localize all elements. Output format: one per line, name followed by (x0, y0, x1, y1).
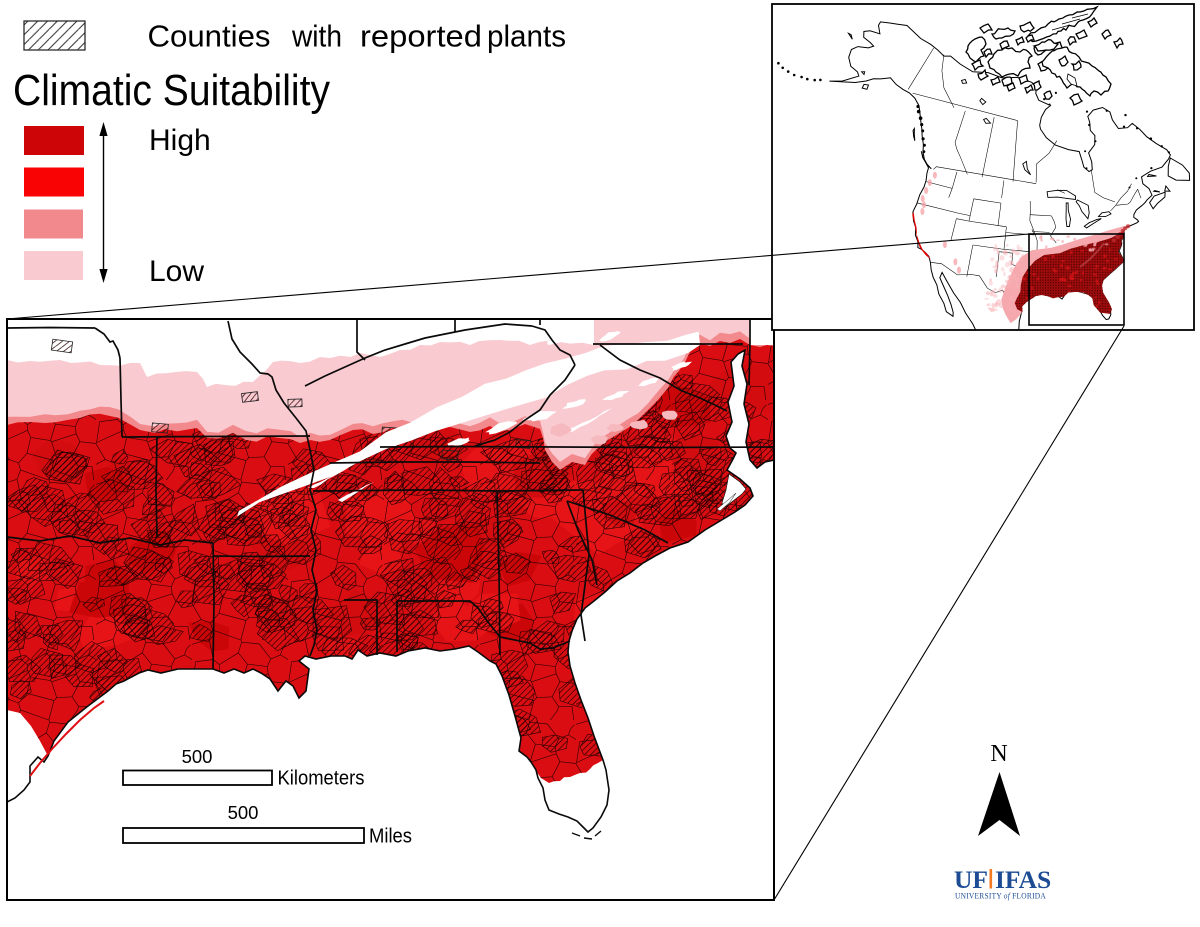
svg-text:Climatic Suitability: Climatic Suitability (13, 67, 330, 115)
svg-text:500: 500 (182, 746, 213, 767)
svg-text:IFAS: IFAS (995, 865, 1051, 894)
svg-text:reported: reported (360, 20, 482, 54)
svg-text:UF: UF (954, 865, 988, 894)
svg-text:High: High (149, 124, 211, 157)
svg-text:with: with (291, 20, 342, 54)
svg-text:UNIVERSITY of FLORIDA: UNIVERSITY of FLORIDA (955, 891, 1046, 901)
svg-text:N: N (990, 741, 1007, 767)
svg-text:Counties: Counties (148, 20, 271, 54)
svg-text:500: 500 (228, 802, 259, 823)
svg-text:Kilometers: Kilometers (278, 767, 365, 790)
svg-text:plants: plants (487, 20, 566, 54)
svg-text:Miles: Miles (369, 825, 412, 848)
svg-text:Low: Low (149, 255, 204, 288)
